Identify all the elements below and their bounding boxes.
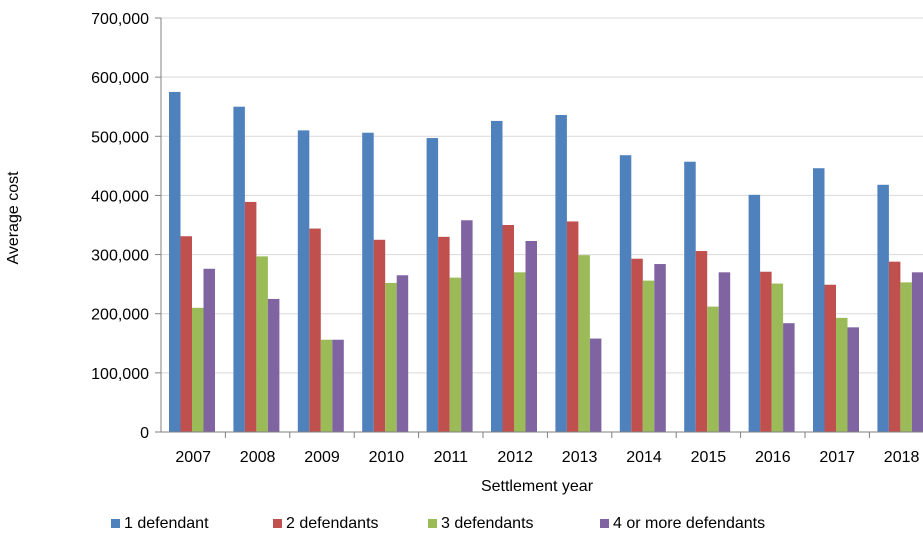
- bar-2011-4-or-more-defendants: [461, 220, 473, 432]
- legend-swatch: [600, 519, 609, 528]
- x-tick-label: 2009: [304, 449, 340, 466]
- gridlines: [161, 17, 923, 374]
- y-tick-label: 700,000: [91, 11, 149, 28]
- bar-2017-1-defendant: [813, 168, 825, 433]
- axes: [160, 18, 923, 433]
- bar-2017-3-defendants: [836, 317, 848, 432]
- bar-2009-2-defendants: [309, 228, 321, 432]
- legend-swatch: [428, 519, 437, 528]
- x-axis-ticks: 2007 2008 2009 2010 2011 2012 2013 2014 2015 2016…: [175, 432, 919, 466]
- x-tick-label: 2015: [691, 449, 727, 466]
- x-tick-label: 2013: [562, 449, 598, 466]
- x-tick-label: 2018: [884, 449, 920, 466]
- bar-2009-1-defendant: [297, 130, 310, 432]
- y-tick-label: 600,000: [91, 70, 149, 87]
- bar-2012-3-defendants: [514, 272, 526, 432]
- bar-2018-2-defendants: [888, 261, 901, 432]
- y-tick-label: 100,000: [91, 366, 149, 383]
- bar-2014-4-or-more-defendants: [654, 264, 666, 432]
- bar-2014-1-defendant: [619, 155, 632, 432]
- y-tick-label: 300,000: [91, 248, 149, 265]
- legend-label: 3 defendants: [441, 515, 534, 532]
- x-tick-label: 2007: [175, 449, 211, 466]
- y-axis-ticks: 0 100,000 200,000 300,000 400,000 500,000 600,…: [91, 11, 161, 442]
- bar-2017-4-or-more-defendants: [847, 327, 859, 432]
- bar-2010-3-defendants: [385, 282, 397, 432]
- bar-2008-4-or-more-defendants: [267, 298, 280, 432]
- bar-2010-1-defendant: [362, 132, 374, 433]
- bar-2014-2-defendants: [631, 258, 643, 432]
- x-tick-label: 2011: [434, 449, 469, 466]
- x-tick-label: 2014: [626, 449, 662, 466]
- legend-swatch: [273, 519, 282, 528]
- y-tick-label: 500,000: [91, 129, 149, 146]
- legend: 1 defendant 2 defendants 3 defendants 4 or …: [111, 515, 765, 532]
- x-tick-label: 2017: [819, 449, 855, 466]
- legend-label: 2 defendants: [286, 515, 379, 532]
- x-tick-label: 2012: [497, 449, 533, 466]
- bar-2016-2-defendants: [760, 271, 772, 432]
- bars: [169, 91, 923, 433]
- x-tick-label: 2008: [240, 449, 276, 466]
- bar-2015-2-defendants: [695, 251, 708, 432]
- x-axis-title: Settlement year: [481, 478, 594, 495]
- bar-2016-3-defendants: [771, 283, 784, 432]
- legend-label: 4 or more defendants: [613, 515, 765, 532]
- bar-2018-3-defendants: [900, 282, 912, 432]
- y-tick-label: 0: [140, 425, 149, 442]
- legend-swatch: [111, 519, 120, 528]
- bar-2007-1-defendant: [169, 91, 181, 432]
- bar-2015-1-defendant: [684, 161, 696, 432]
- bar-2018-4-or-more-defendants: [911, 272, 923, 432]
- bar-2008-2-defendants: [244, 201, 257, 432]
- y-axis-title: Average cost: [5, 171, 22, 265]
- y-tick-label: 200,000: [91, 307, 149, 324]
- bar-2013-2-defendants: [566, 221, 579, 432]
- bar-2007-3-defendants: [192, 307, 204, 432]
- bar-2008-1-defendant: [233, 106, 245, 432]
- bar-2015-3-defendants: [707, 306, 719, 432]
- bar-2011-3-defendants: [449, 277, 462, 432]
- legend-label: 1 defendant: [124, 515, 209, 532]
- y-tick-label: 400,000: [91, 188, 149, 205]
- bar-2010-4-or-more-defendants: [396, 275, 409, 432]
- bar-2012-1-defendant: [491, 120, 503, 432]
- bar-2013-1-defendant: [555, 114, 567, 432]
- bar-2009-3-defendants: [320, 339, 333, 432]
- bar-2016-4-or-more-defendants: [783, 323, 795, 432]
- x-tick-label: 2010: [369, 449, 405, 466]
- bar-2007-4-or-more-defendants: [203, 268, 215, 432]
- x-tick-label: 2016: [755, 449, 791, 466]
- bar-2010-2-defendants: [373, 239, 386, 432]
- bar-2013-4-or-more-defendants: [589, 338, 602, 432]
- bar-2009-4-or-more-defendants: [332, 339, 344, 432]
- bar-2013-3-defendants: [578, 255, 590, 432]
- bar-2011-1-defendant: [426, 138, 439, 432]
- bar-2016-1-defendant: [748, 194, 761, 432]
- bar-2008-3-defendants: [256, 256, 268, 432]
- bar-2011-2-defendants: [438, 236, 450, 432]
- bar-2012-4-or-more-defendants: [525, 240, 537, 432]
- bar-2018-1-defendant: [877, 184, 889, 432]
- bar-2007-2-defendants: [180, 236, 192, 432]
- bar-2017-2-defendants: [824, 284, 836, 432]
- bar-2015-4-or-more-defendants: [718, 272, 731, 432]
- bar-2014-3-defendants: [642, 280, 655, 432]
- bar-2012-2-defendants: [502, 225, 514, 432]
